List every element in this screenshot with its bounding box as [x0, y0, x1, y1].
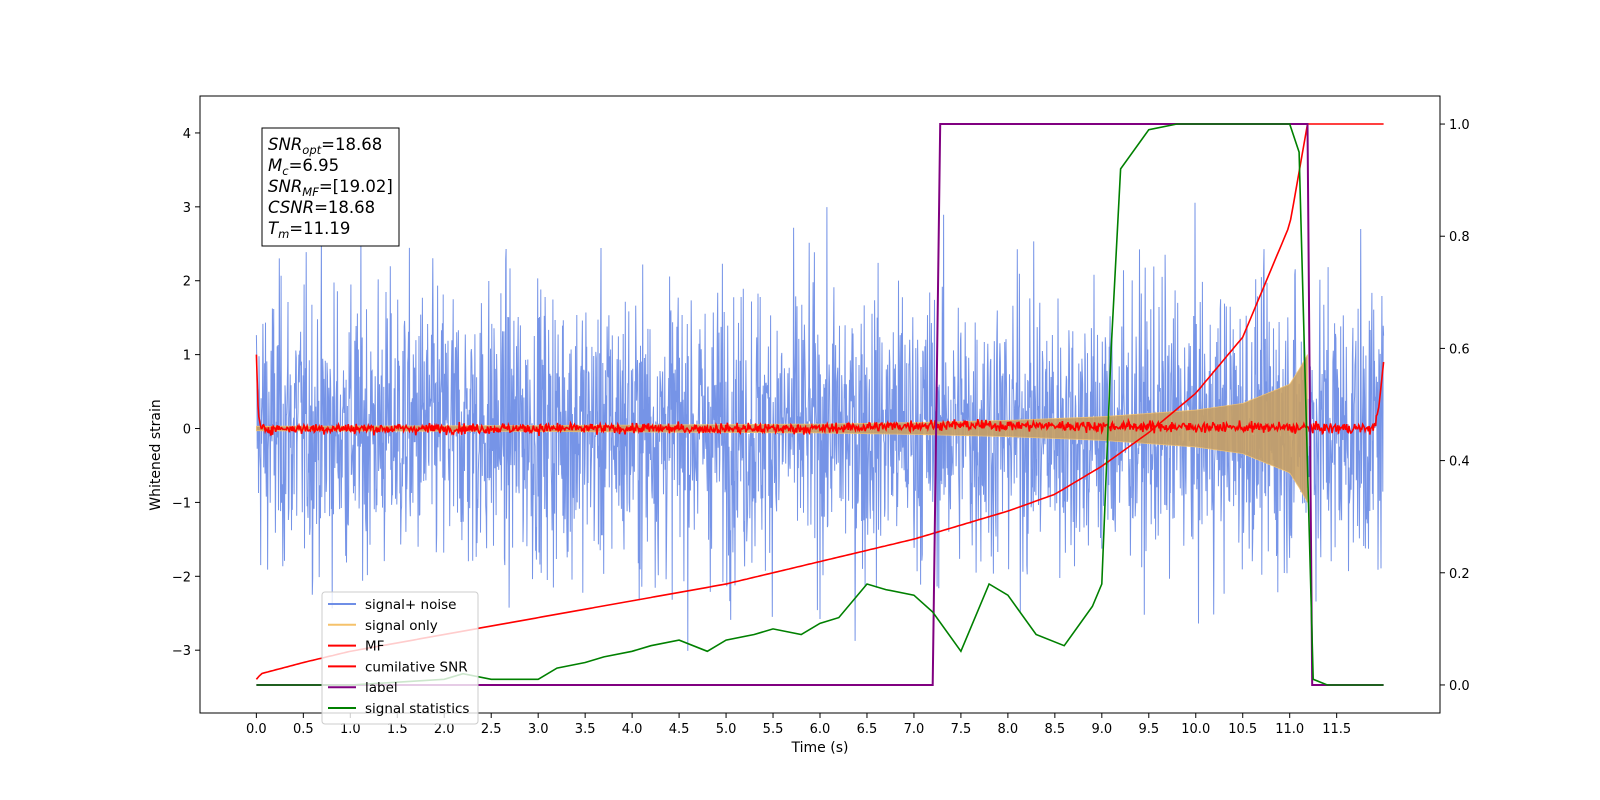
y-left-tick-label: 4 — [183, 127, 191, 142]
annotation-line: SNRopt=18.68 — [268, 135, 382, 157]
y-left-tick-label: 2 — [183, 275, 191, 290]
annotation-line: SNRMF=[19.02] — [268, 177, 393, 199]
annotation-box-frame — [261, 127, 400, 247]
x-tick-label: 0.0 — [246, 722, 267, 737]
y-right-tick-label: 0.6 — [1449, 342, 1470, 357]
x-tick-label: 6.0 — [810, 722, 831, 737]
x-tick-label: 3.0 — [528, 722, 549, 737]
x-tick-label: 10.0 — [1181, 722, 1210, 737]
x-tick-label: 1.0 — [340, 722, 361, 737]
x-tick-label: 9.5 — [1138, 722, 1159, 737]
legend-label: cumilative SNR — [365, 659, 468, 675]
y-left-tick-label: 3 — [183, 201, 191, 216]
legend-label: signal statistics — [365, 701, 469, 717]
annotation-line: Mc=6.95 — [268, 156, 339, 178]
annotation-line: CSNR=18.68 — [268, 198, 375, 217]
x-tick-label: 2.0 — [434, 722, 455, 737]
x-tick-label: 0.5 — [293, 722, 314, 737]
y-right-tick-label: 0.2 — [1449, 567, 1470, 582]
series-signal-statistics-line — [256, 123, 1384, 686]
x-tick-label: 3.5 — [575, 722, 596, 737]
x-tick-label: 7.5 — [951, 722, 972, 737]
axis-ticks: 0.0 0.5 1.0 1.5 2.0 2.5 3.0 3.5 4.0 4.5 5.0 5.5 6.0 6… — [172, 118, 1470, 737]
x-tick-label: 1.5 — [387, 722, 408, 737]
x-tick-label: 9.0 — [1091, 722, 1112, 737]
x-tick-label: 5.0 — [716, 722, 737, 737]
x-tick-label: 6.5 — [857, 722, 878, 737]
legend-label: signal only — [365, 618, 438, 634]
y-left-tick-label: 0 — [183, 423, 191, 438]
legend-label: label — [365, 680, 398, 696]
y-left-tick-label: 1 — [183, 349, 191, 364]
x-tick-label: 5.5 — [763, 722, 784, 737]
y-axis-label: Whitened strain — [148, 399, 164, 510]
x-tick-label: 8.5 — [1045, 722, 1066, 737]
x-tick-label: 4.5 — [669, 722, 690, 737]
x-tick-label: 11.5 — [1322, 722, 1351, 737]
x-tick-label: 11.0 — [1275, 722, 1304, 737]
legend-label: signal+ noise — [365, 597, 456, 613]
x-tick-label: 2.5 — [481, 722, 502, 737]
snr-annotation-box: SNRopt=18.68Mc=6.95SNRMF=[19.02]CSNR=18.… — [261, 127, 400, 247]
y-right-tick-label: 1.0 — [1449, 118, 1470, 133]
series-label-line — [256, 123, 1384, 686]
legend: signal+ noise signal only MF cumilative SNR… — [321, 591, 479, 725]
x-axis-label: Time (s) — [791, 740, 849, 756]
legend-label: MF — [365, 639, 384, 655]
y-left-tick-label: −1 — [172, 496, 191, 511]
x-tick-label: 8.0 — [998, 722, 1019, 737]
annotation-line: Tm=11.19 — [268, 219, 350, 241]
y-right-tick-label: 0.0 — [1449, 679, 1470, 694]
x-tick-label: 4.0 — [622, 722, 643, 737]
y-right-tick-label: 0.4 — [1449, 455, 1470, 470]
x-tick-label: 7.0 — [904, 722, 925, 737]
plot-area — [255, 123, 1385, 686]
legend-frame — [321, 591, 479, 725]
y-left-tick-label: −2 — [172, 570, 191, 585]
series-mf-line — [255, 354, 1385, 436]
x-tick-label: 10.5 — [1228, 722, 1257, 737]
y-right-tick-label: 0.8 — [1449, 230, 1470, 245]
y-left-tick-label: −3 — [172, 644, 191, 659]
